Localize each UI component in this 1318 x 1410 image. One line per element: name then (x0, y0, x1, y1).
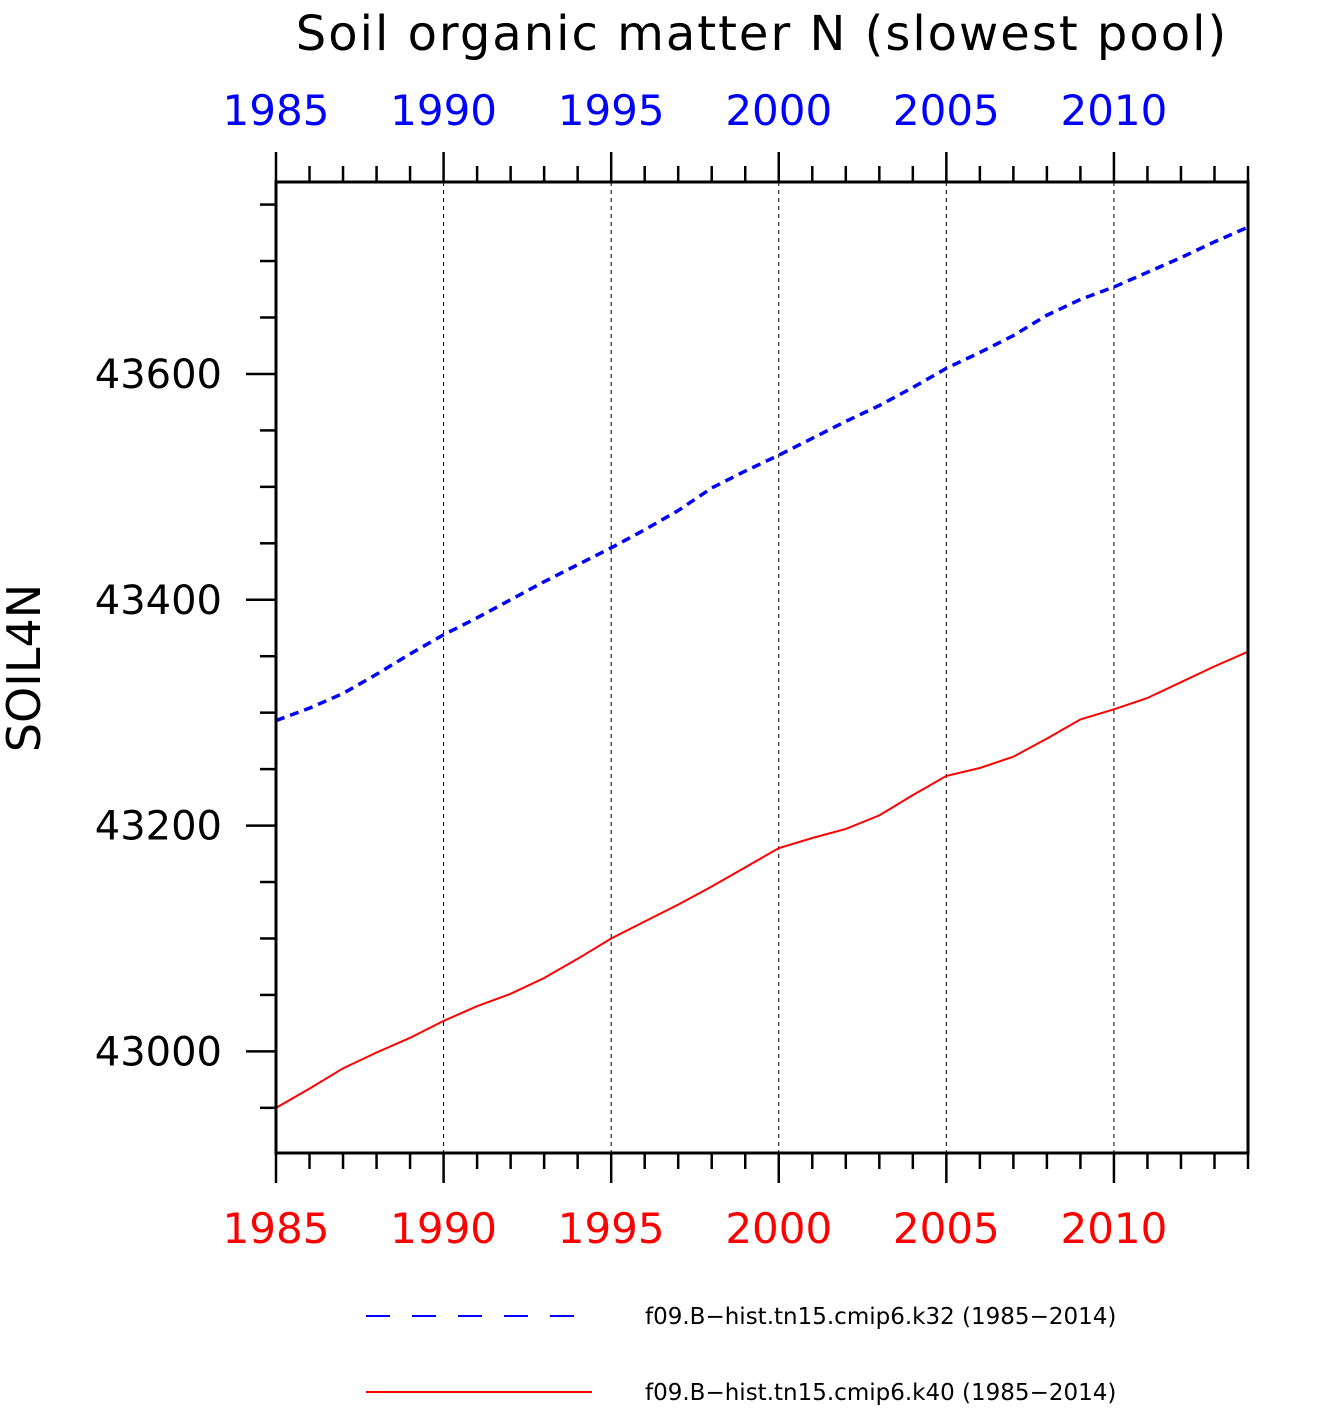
x-tick-label-top: 1985 (223, 86, 330, 135)
y-tick-label: 43000 (95, 1029, 222, 1075)
x-tick-label-bottom: 1985 (223, 1204, 330, 1253)
grid-lines (443, 182, 1115, 1153)
legend-label-1: f09.B−hist.tn15.cmip6.k32 (1985−2014) (645, 1304, 1116, 1330)
y-axis-label: SOIL4N (0, 584, 51, 752)
x-tick-label-bottom: 1990 (390, 1204, 497, 1253)
y-tick-label: 43600 (95, 352, 222, 398)
x-tick-label-bottom: 2010 (1060, 1204, 1167, 1253)
axis-ticks (246, 152, 1250, 1183)
series-line-2 (275, 650, 1249, 1109)
chart-title: Soil organic matter N (slowest pool) (296, 6, 1228, 62)
y-tick-label: 43200 (95, 804, 222, 850)
x-tick-label-bottom: 2005 (893, 1204, 1000, 1253)
x-tick-label-bottom: 2000 (725, 1204, 832, 1253)
x-tick-label-top: 2000 (725, 86, 832, 135)
legend: f09.B−hist.tn15.cmip6.k32 (1985−2014) f09… (366, 1304, 1116, 1406)
legend-label-2: f09.B−hist.tn15.cmip6.k40 (1985−2014) (645, 1380, 1116, 1406)
x-tick-label-top: 1990 (390, 86, 497, 135)
x-tick-label-top: 2010 (1060, 86, 1167, 135)
y-tick-label: 43400 (95, 578, 222, 624)
x-tick-label-top: 1995 (558, 86, 665, 135)
plot-frame (274, 180, 1250, 1155)
x-tick-label-top: 2005 (893, 86, 1000, 135)
series-line-1 (275, 225, 1249, 723)
axis-tick-labels: 1985 1985 1990 1990 1995 1995 2000 2000 2005 2005… (95, 86, 1168, 1253)
series-layer (275, 225, 1249, 1109)
x-tick-label-bottom: 1995 (558, 1204, 665, 1253)
